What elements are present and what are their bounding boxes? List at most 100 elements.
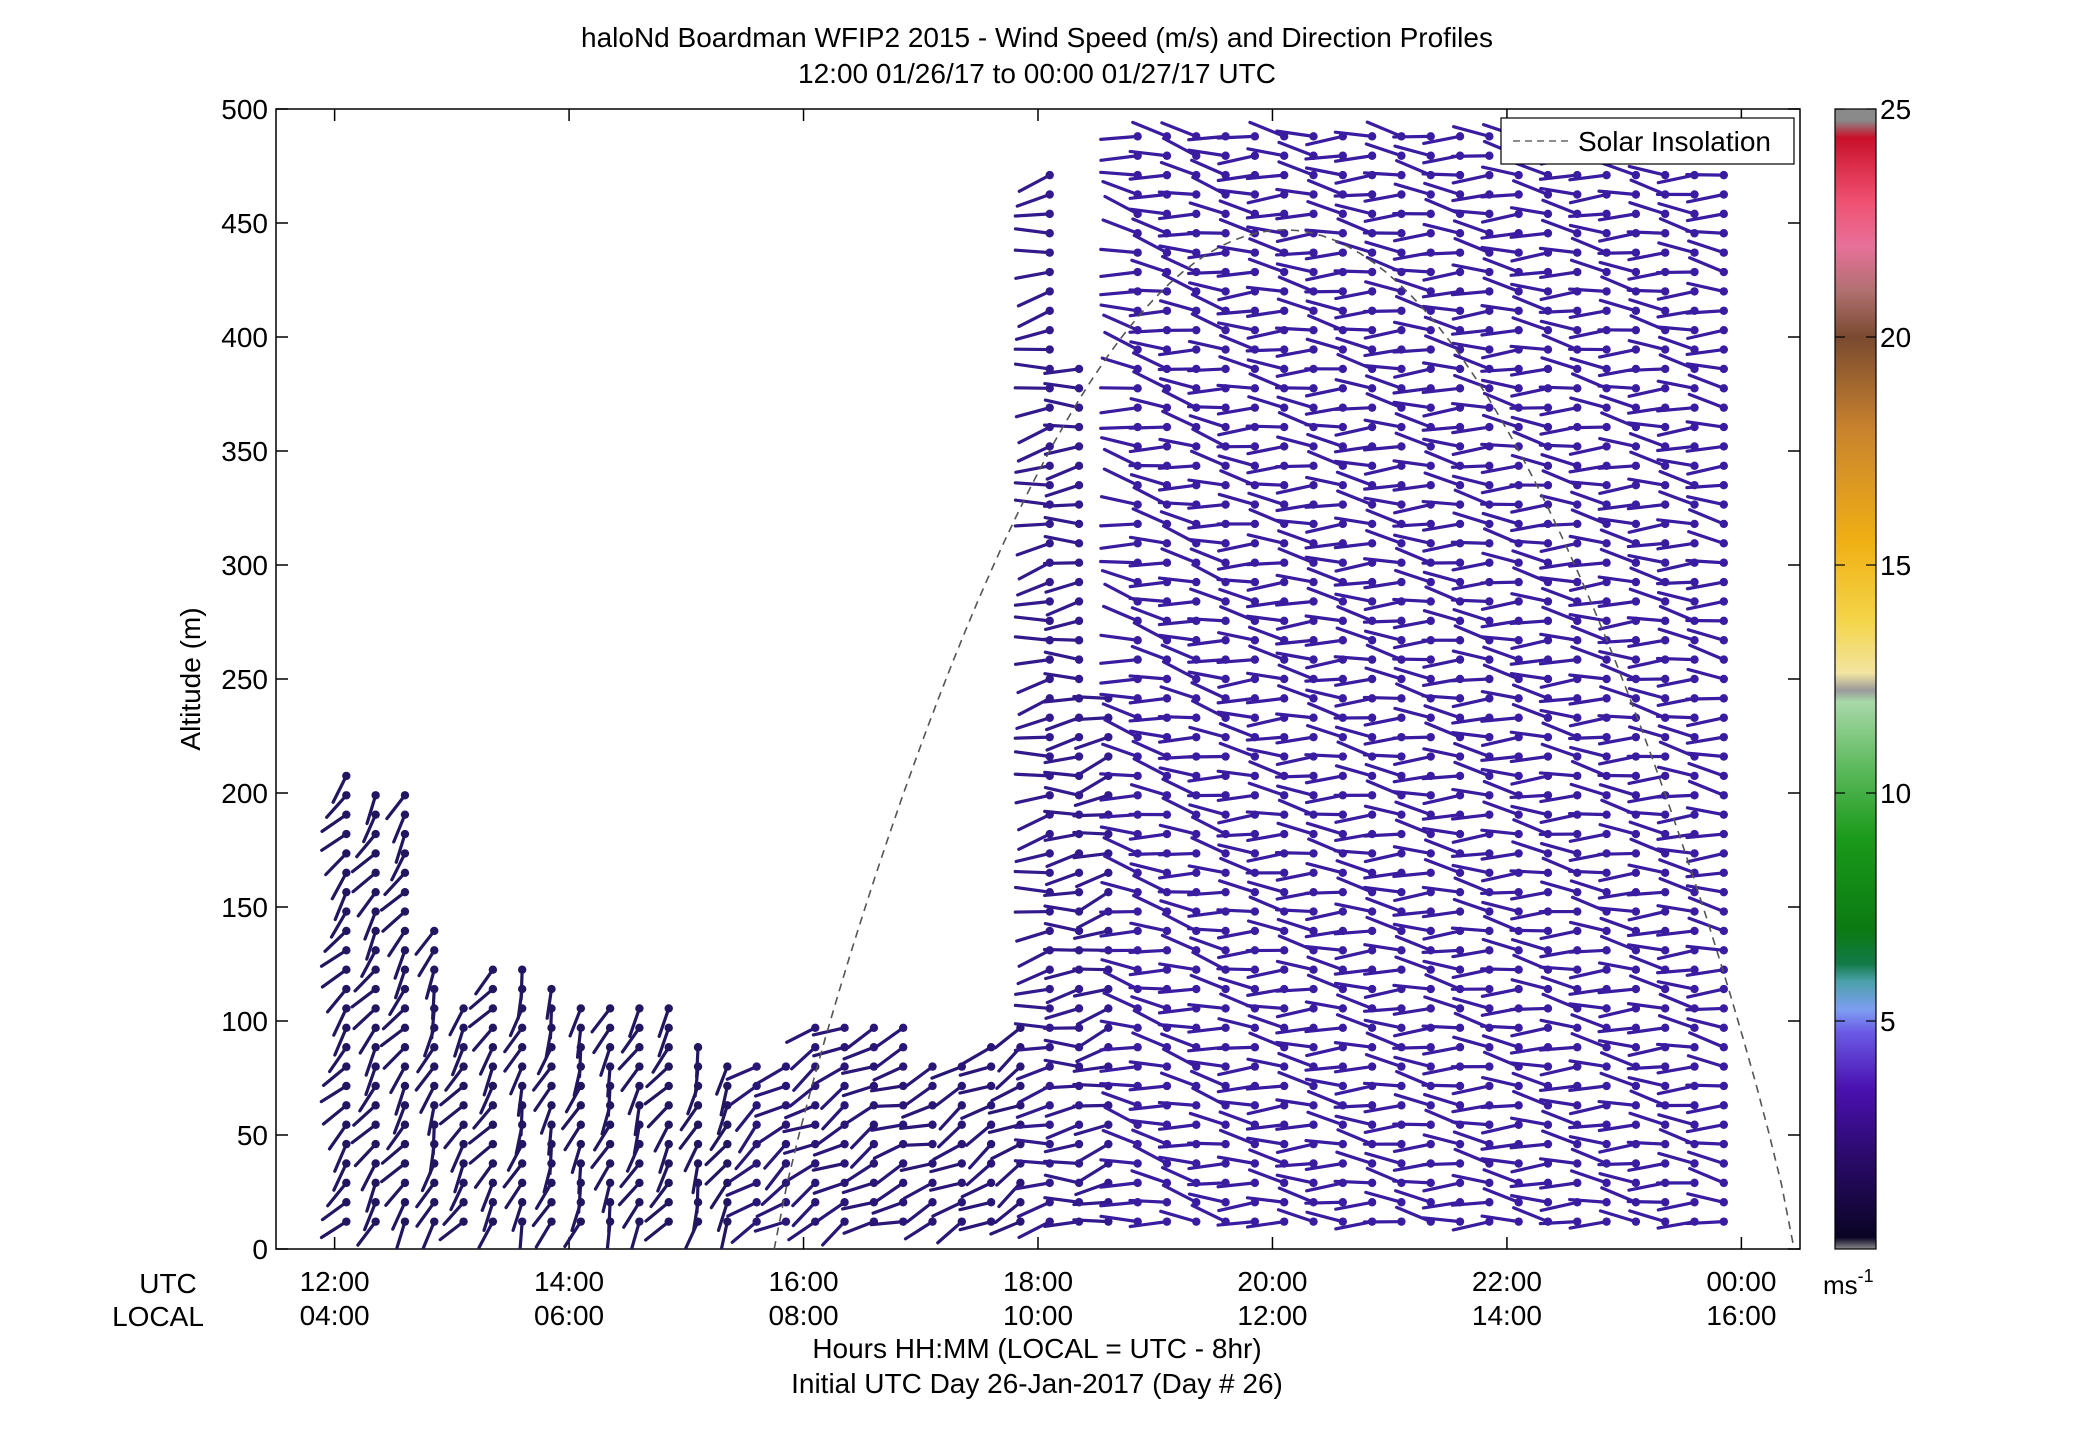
wind-barb-dot (1251, 500, 1259, 508)
wind-barb-dot (1221, 810, 1229, 818)
wind-barb-dot (1016, 1198, 1024, 1206)
wind-barb-dot (401, 966, 409, 974)
wind-barb-shaft (1423, 1085, 1460, 1086)
colorbar-tick-label: 15 (1880, 550, 1911, 581)
wind-barb-dot (1368, 287, 1376, 295)
wind-barb-dot (1280, 1062, 1288, 1070)
wind-barb-dot (1046, 578, 1054, 586)
wind-barb-dot (1427, 791, 1435, 799)
wind-barb-shaft (1687, 1008, 1724, 1009)
wind-barb-dot (342, 1043, 350, 1051)
wind-barb-dot (1221, 423, 1229, 431)
wind-barb-dot (371, 810, 379, 818)
x-tick-label-utc: 14:00 (534, 1266, 604, 1297)
wind-barb-dot (1046, 268, 1054, 276)
wind-barb-dot (577, 1004, 585, 1012)
wind-barb-dot (1339, 694, 1347, 702)
wind-barb-dot (577, 1140, 585, 1148)
y-tick-label: 100 (221, 1006, 268, 1037)
wind-barb-shaft (1045, 425, 1079, 427)
wind-barb-dot (1046, 733, 1054, 741)
wind-barb-dot (1309, 694, 1317, 702)
wind-barb-dot (1720, 462, 1728, 470)
wind-barb-dot (1046, 966, 1054, 974)
wind-barb-dot (1661, 210, 1669, 218)
wind-barb-dot (1544, 985, 1552, 993)
wind-barb-dot (518, 1082, 526, 1090)
wind-barb-dot (1661, 888, 1669, 896)
wind-barb-dot (1133, 403, 1141, 411)
wind-barb-dot (1573, 1159, 1581, 1167)
wind-barb-dot (723, 1062, 731, 1070)
wind-barb-shaft (1482, 1105, 1519, 1107)
wind-barb-shaft (1599, 386, 1636, 388)
wind-barb-dot (723, 1082, 731, 1090)
wind-barb-dot (401, 791, 409, 799)
wind-barb-dot (840, 1062, 848, 1070)
wind-barb-dot (1602, 559, 1610, 567)
wind-barb-dot (1427, 462, 1435, 470)
wind-barb-dot (987, 1121, 995, 1129)
wind-barb-dot (1368, 248, 1376, 256)
wind-barb-dot (782, 1159, 790, 1167)
wind-barb-shaft (1189, 407, 1226, 408)
wind-barb-dot (1368, 1101, 1376, 1109)
wind-barb-dot (1632, 694, 1640, 702)
wind-barb-dot (1397, 326, 1405, 334)
wind-barb-shaft (1364, 697, 1401, 698)
wind-barb-dot (459, 1121, 467, 1129)
wind-barb-dot (342, 1004, 350, 1012)
wind-barb-dot (1192, 1121, 1200, 1129)
wind-barb-dot (1368, 1179, 1376, 1187)
wind-barb-dot (1163, 927, 1171, 935)
wind-barb-dot (1309, 171, 1317, 179)
wind-barb-dot (1046, 714, 1054, 722)
wind-barb-dot (1192, 966, 1200, 974)
wind-barb-shaft (1394, 1047, 1431, 1048)
wind-barb-shaft (1335, 1105, 1372, 1107)
wind-barb-dot (1309, 307, 1317, 315)
wind-barb-dot (1514, 423, 1522, 431)
wind-barb-shaft (1628, 290, 1665, 291)
wind-barb-dot (547, 1101, 555, 1109)
wind-barb-dot (1720, 733, 1728, 741)
wind-barb-dot (1632, 307, 1640, 315)
wind-barb-dot (1690, 190, 1698, 198)
wind-barb-dot (1075, 985, 1083, 993)
wind-barb-dot (1046, 1121, 1054, 1129)
wind-barb-dot (1075, 423, 1083, 431)
wind-barb-shaft (1482, 892, 1519, 893)
wind-barb-dot (1602, 365, 1610, 373)
wind-barb-dot (928, 1062, 936, 1070)
wind-barb-dot (1104, 1140, 1112, 1148)
wind-barb-dot (518, 1179, 526, 1187)
wind-barb-dot (899, 1043, 907, 1051)
wind-barb-shaft (1074, 969, 1108, 970)
wind-barb-dot (1075, 520, 1083, 528)
wind-barb-dot (1573, 907, 1581, 915)
wind-barb-shaft (1364, 755, 1401, 757)
wind-barb-shaft (1130, 950, 1167, 952)
wind-barb-dot (1251, 403, 1259, 411)
wind-barb-dot (1690, 462, 1698, 470)
wind-barb-shaft (1687, 1085, 1724, 1086)
wind-barb-dot (1309, 830, 1317, 838)
wind-barb-dot (1280, 481, 1288, 489)
wind-barb-dot (1690, 520, 1698, 528)
wind-barb-shaft (1015, 737, 1049, 738)
wind-barb-dot (1309, 985, 1317, 993)
wind-barb-dot (1339, 752, 1347, 760)
wind-barb-dot (1368, 1043, 1376, 1051)
wind-barb-dot (1720, 617, 1728, 625)
wind-barb-dot (1514, 966, 1522, 974)
wind-barb-dot (1075, 500, 1083, 508)
wind-barb-dot (1221, 481, 1229, 489)
wind-barb-shaft (1452, 466, 1489, 467)
wind-barb-shaft (1657, 272, 1694, 273)
wind-barb-dot (1251, 830, 1259, 838)
wind-barb-dot (1368, 597, 1376, 605)
wind-barb-dot (928, 1159, 936, 1167)
wind-barb-dot (1339, 888, 1347, 896)
wind-barb-dot (1602, 403, 1610, 411)
